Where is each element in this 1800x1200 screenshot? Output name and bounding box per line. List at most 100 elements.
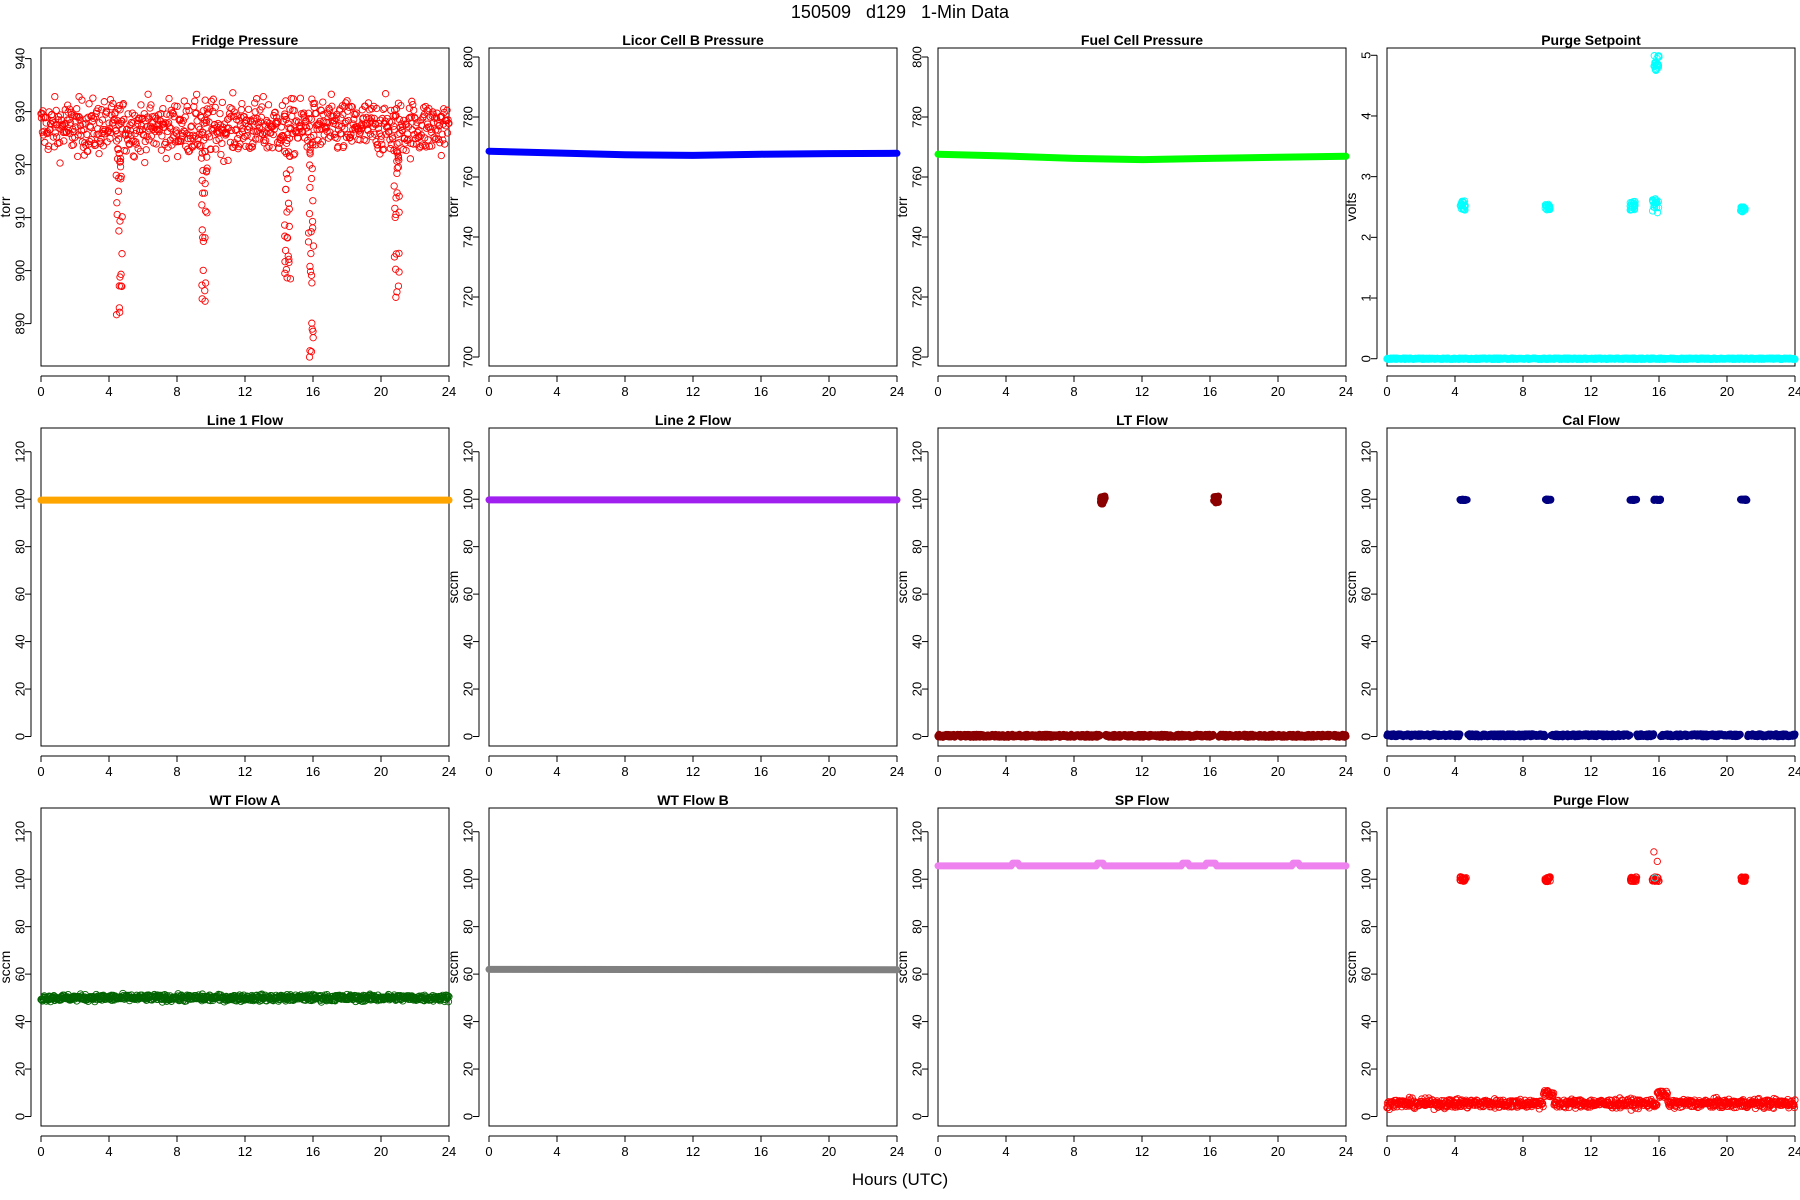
data-point xyxy=(348,103,356,111)
x-tick-label: 8 xyxy=(621,764,628,779)
data-point xyxy=(367,114,375,122)
data-point xyxy=(285,255,293,264)
x-tick-label: 20 xyxy=(822,1144,836,1159)
data-point xyxy=(1544,496,1552,504)
x-tick-label: 0 xyxy=(1383,384,1390,399)
data-point xyxy=(282,115,290,124)
data-point xyxy=(379,105,387,113)
x-tick-label: 24 xyxy=(1788,384,1800,399)
data-point xyxy=(250,115,258,123)
data-point xyxy=(193,140,202,148)
data-point xyxy=(285,205,293,213)
y-tick-label: 60 xyxy=(461,967,476,981)
y-tick-label: 40 xyxy=(910,634,925,648)
data-point xyxy=(64,101,72,109)
data-point xyxy=(310,131,318,140)
data-point xyxy=(286,275,295,283)
x-tick-label: 24 xyxy=(442,384,456,399)
data-point xyxy=(276,133,285,142)
data-point xyxy=(341,125,349,133)
data-point xyxy=(198,201,206,209)
data-point xyxy=(137,101,145,109)
data-point xyxy=(402,120,411,129)
data-point xyxy=(161,119,169,127)
y-tick-label: 40 xyxy=(461,634,476,648)
data-point xyxy=(381,90,390,98)
data-point xyxy=(201,279,210,287)
y-tick-label: 930 xyxy=(13,101,28,123)
data-point xyxy=(94,104,102,113)
data-point xyxy=(207,97,216,105)
y-tick-label: 60 xyxy=(13,587,28,601)
data-point xyxy=(262,129,270,137)
data-point xyxy=(1654,61,1663,69)
y-tick-label: 2 xyxy=(1359,234,1374,241)
data-point xyxy=(237,106,246,114)
data-point xyxy=(44,145,52,154)
y-tick-label: 100 xyxy=(461,488,476,510)
data-point xyxy=(162,138,170,147)
x-tick-label: 20 xyxy=(1271,764,1285,779)
data-point xyxy=(265,143,273,151)
x-tick-label: 24 xyxy=(890,764,904,779)
data-point xyxy=(300,109,308,117)
data-point xyxy=(395,115,404,124)
data-point xyxy=(282,149,291,158)
data-point xyxy=(406,155,415,163)
x-tick-label: 20 xyxy=(1720,384,1734,399)
data-point xyxy=(187,122,196,130)
data-point xyxy=(324,134,333,142)
data-point xyxy=(278,101,286,110)
panel-title: Fridge Pressure xyxy=(192,32,299,48)
y-tick-label: 60 xyxy=(13,967,28,981)
x-tick-label: 4 xyxy=(1451,764,1458,779)
data-point xyxy=(1456,730,1464,738)
data-point xyxy=(71,118,79,126)
data-point xyxy=(282,265,291,274)
plot-frame xyxy=(1386,807,1796,1127)
data-point xyxy=(317,106,326,115)
data-point xyxy=(239,134,247,142)
data-points xyxy=(37,89,453,361)
data-point xyxy=(393,169,401,178)
data-point xyxy=(235,117,243,125)
y-tick-label: 80 xyxy=(461,919,476,933)
panel-title: WT Flow A xyxy=(209,792,280,808)
data-point xyxy=(283,130,292,139)
data-point xyxy=(217,150,225,159)
data-point xyxy=(343,107,352,115)
data-point xyxy=(259,93,267,101)
x-tick-label: 16 xyxy=(1203,764,1217,779)
x-tick-label: 16 xyxy=(754,764,768,779)
data-point xyxy=(113,199,121,207)
data-point xyxy=(113,210,121,219)
data-point xyxy=(307,271,316,279)
data-point xyxy=(209,95,217,103)
data-point xyxy=(137,122,146,130)
data-point xyxy=(397,101,405,110)
data-point xyxy=(1342,732,1350,741)
data-point xyxy=(141,158,149,167)
data-point xyxy=(63,128,71,136)
x-tick-label: 12 xyxy=(1135,384,1149,399)
y-tick-label: 700 xyxy=(461,346,476,368)
data-point xyxy=(274,117,282,125)
data-point xyxy=(115,227,123,235)
data-point xyxy=(83,147,92,156)
data-point xyxy=(440,105,448,113)
y-tick-label: 700 xyxy=(910,346,925,368)
data-point xyxy=(306,183,314,192)
data-point xyxy=(189,134,197,142)
data-point xyxy=(118,117,126,125)
data-point xyxy=(443,129,452,137)
data-point xyxy=(281,258,289,266)
data-point xyxy=(116,217,124,225)
data-point xyxy=(385,118,394,126)
data-point xyxy=(281,269,289,277)
data-point xyxy=(191,97,199,105)
data-point xyxy=(81,120,89,128)
data-point xyxy=(1653,198,1661,206)
data-point xyxy=(248,143,256,151)
data-point xyxy=(227,126,236,135)
